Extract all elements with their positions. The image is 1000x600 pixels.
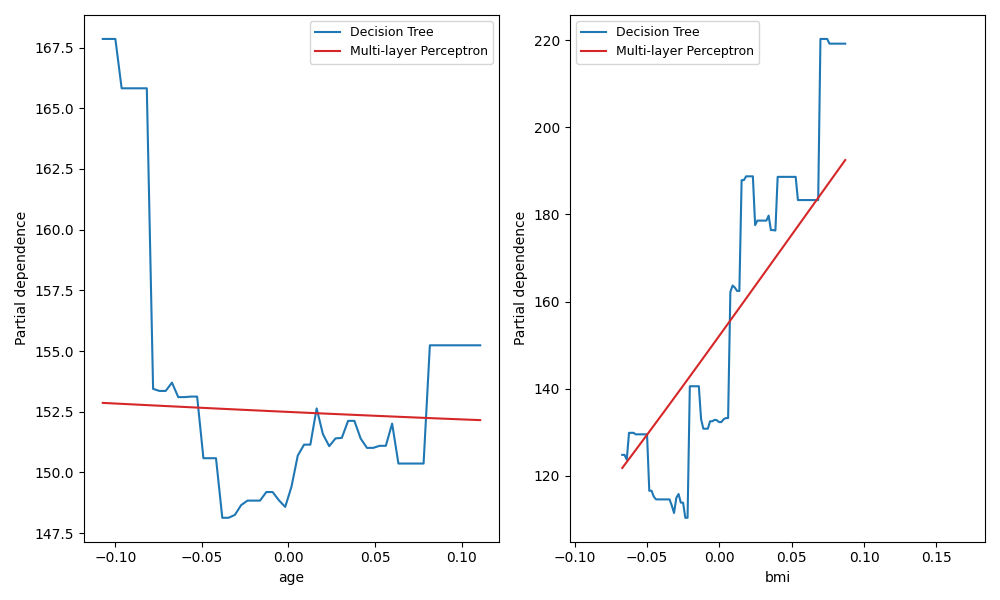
- Multi-layer Perceptron: [361, 412, 373, 419]
- Line: Decision Tree: Decision Tree: [103, 39, 480, 518]
- Line: Multi-layer Perceptron: Multi-layer Perceptron: [103, 403, 480, 420]
- Decision Tree: [179, 394, 191, 401]
- Multi-layer Perceptron: [668, 394, 680, 401]
- Decision Tree: [342, 417, 354, 424]
- Decision Tree: [185, 393, 197, 400]
- Decision Tree: [405, 460, 417, 467]
- Decision Tree: [814, 35, 826, 43]
- Decision Tree: [733, 287, 745, 295]
- Multi-layer Perceptron: [828, 172, 840, 179]
- Legend: Decision Tree, Multi-layer Perceptron: Decision Tree, Multi-layer Perceptron: [310, 21, 493, 64]
- Decision Tree: [616, 451, 628, 458]
- Multi-layer Perceptron: [616, 464, 628, 472]
- Decision Tree: [97, 35, 109, 43]
- Decision Tree: [659, 496, 671, 503]
- Multi-layer Perceptron: [731, 307, 743, 314]
- Decision Tree: [443, 341, 455, 349]
- Decision Tree: [832, 40, 844, 47]
- Legend: Decision Tree, Multi-layer Perceptron: Decision Tree, Multi-layer Perceptron: [576, 21, 759, 64]
- Multi-layer Perceptron: [179, 403, 191, 410]
- Decision Tree: [751, 217, 763, 224]
- X-axis label: age: age: [278, 571, 304, 585]
- Decision Tree: [839, 40, 851, 47]
- Decision Tree: [826, 40, 838, 47]
- Multi-layer Perceptron: [185, 404, 197, 411]
- Line: Multi-layer Perceptron: Multi-layer Perceptron: [622, 160, 845, 468]
- Y-axis label: Partial dependence: Partial dependence: [514, 211, 528, 346]
- Decision Tree: [679, 514, 691, 521]
- Multi-layer Perceptron: [839, 157, 851, 164]
- Multi-layer Perceptron: [97, 399, 109, 406]
- Decision Tree: [668, 509, 680, 517]
- Multi-layer Perceptron: [749, 282, 761, 289]
- Multi-layer Perceptron: [336, 411, 348, 418]
- Line: Decision Tree: Decision Tree: [622, 39, 845, 518]
- Multi-layer Perceptron: [474, 416, 486, 424]
- Decision Tree: [367, 444, 379, 451]
- Multi-layer Perceptron: [821, 182, 833, 189]
- X-axis label: bmi: bmi: [764, 571, 791, 585]
- Multi-layer Perceptron: [443, 415, 455, 422]
- Decision Tree: [474, 341, 486, 349]
- Multi-layer Perceptron: [399, 413, 411, 421]
- Multi-layer Perceptron: [659, 407, 671, 414]
- Decision Tree: [216, 514, 228, 521]
- Y-axis label: Partial dependence: Partial dependence: [15, 211, 29, 346]
